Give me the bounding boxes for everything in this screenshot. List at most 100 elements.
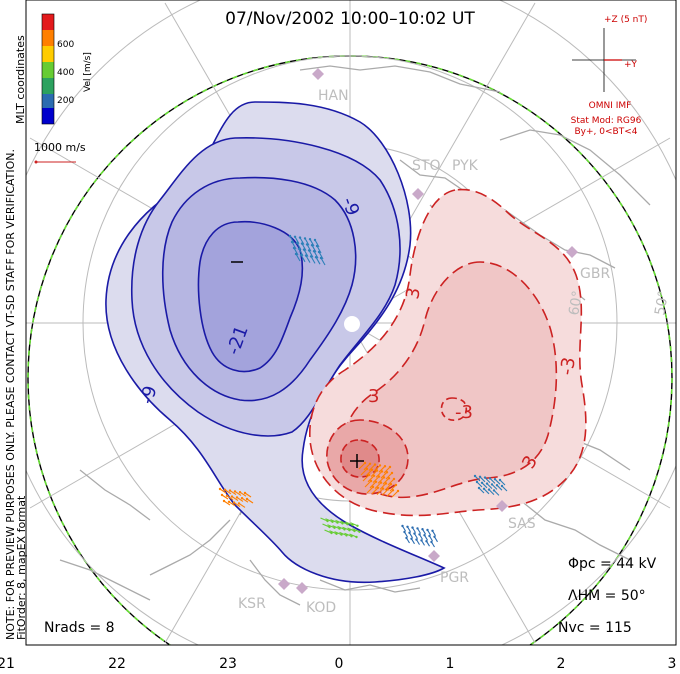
vector-origin [408, 531, 411, 534]
vector-origin [292, 246, 296, 250]
vector-origin [310, 244, 314, 247]
velocity-vector [304, 238, 310, 246]
vector-origin [222, 499, 226, 503]
vector-origin [365, 467, 369, 471]
vector-origin [379, 481, 383, 484]
imf-y-label: +Y [624, 60, 638, 70]
vector-origin [385, 471, 389, 474]
vector-origin [304, 254, 308, 257]
vector-origin [410, 537, 413, 540]
station-label: PYK [452, 158, 479, 174]
vector-origin [314, 256, 318, 259]
velocity-vector [369, 481, 377, 489]
vector-origin [356, 524, 359, 527]
hm-boundary-dash [27, 55, 673, 645]
velocity-vector [231, 496, 239, 502]
velocity-vector [291, 241, 297, 250]
velocity-vector [314, 239, 320, 248]
vector-origin [431, 529, 434, 532]
imf-model: Stat Mod: RG96 [571, 116, 642, 126]
stat-n-vc: Nvc = 115 [558, 620, 632, 636]
mlt-tick-label: 0 [335, 656, 344, 672]
vector-origin [418, 533, 421, 536]
vector-origin [245, 497, 249, 501]
velocity-vector [320, 517, 328, 522]
vector-origin [428, 534, 431, 538]
vector-origin [413, 532, 416, 535]
latitude-label: 50° [652, 289, 672, 316]
vector-origin [374, 480, 378, 483]
velocity-vector [381, 489, 389, 496]
mlt-tick-label: 23 [219, 656, 237, 672]
vector-origin [493, 478, 497, 481]
contour-label: -3 [455, 402, 473, 423]
velocity-vector [322, 523, 330, 528]
velocity-vector [386, 489, 394, 497]
velocity-vector [300, 254, 306, 263]
velocity-vector [370, 470, 378, 477]
velocity-vector [226, 495, 234, 501]
vector-origin [384, 482, 388, 485]
station-label: PGR [440, 570, 469, 586]
vector-origin [376, 486, 380, 489]
velocity-vector [385, 472, 393, 480]
velocity-vector [332, 525, 340, 530]
velocity-vector [366, 486, 374, 494]
velocity-vector [391, 490, 399, 498]
velocity-vector [345, 521, 353, 526]
velocity-vector [368, 464, 376, 471]
vector-origin [492, 489, 496, 492]
colorbar-tick: 400 [57, 68, 74, 78]
vector-origin [478, 475, 482, 478]
vector-origin [290, 240, 294, 244]
velocity-vector [301, 243, 307, 251]
vector-origin [372, 474, 376, 477]
vector-origin [498, 478, 502, 482]
station-label: HAN [318, 88, 349, 104]
velocity-vector [363, 463, 371, 471]
vector-origin [228, 489, 232, 492]
mlt-axis: 21 22 23 0 1 2 3 [0, 656, 676, 672]
vector-origin [477, 486, 481, 490]
pos-contour-small [440, 397, 468, 421]
velocity-vector [294, 236, 300, 245]
vector-origin [371, 485, 375, 489]
vector-origin [295, 241, 299, 244]
vector-origin [401, 524, 404, 528]
vector-origin [430, 540, 433, 544]
velocity-vector [234, 490, 242, 496]
vector-origin [240, 497, 244, 500]
vector-origin [500, 484, 504, 488]
mlt-tick-label: 22 [108, 656, 126, 672]
station-label: KOD [306, 600, 336, 616]
velocity-vector [364, 480, 372, 488]
vector-origin [233, 490, 237, 493]
velocity-vector [305, 255, 311, 263]
mlt-tick-label: 2 [557, 656, 566, 672]
imf-source: OMNI IMF [589, 101, 632, 111]
velocity-vector [329, 530, 337, 535]
stat-lambda-hm: ΛHM = 50° [568, 588, 646, 604]
vector-origin [298, 236, 302, 239]
velocity-vector [223, 500, 231, 506]
vector-origin [405, 536, 408, 540]
velocity-vector [373, 465, 381, 472]
vector-origin [319, 256, 323, 260]
mlt-tick-label: 3 [668, 656, 677, 672]
pole-gap [344, 316, 360, 332]
vector-origin [406, 525, 409, 528]
negative-cell [105, 101, 446, 584]
plot-frame [25, 0, 677, 646]
velocity-vector [384, 483, 392, 491]
velocity-vector [344, 532, 352, 537]
vector-origin [391, 489, 395, 492]
vector-origin [387, 477, 391, 480]
vector-origin [416, 527, 419, 530]
station-label: KSR [238, 596, 266, 612]
vector-origin [355, 535, 358, 539]
imf-condition: By+, 0<BT<4 [575, 127, 638, 137]
velocity-vector [375, 471, 383, 478]
vector-origin [225, 494, 229, 497]
vector-origin [421, 528, 424, 531]
mlt-tick-label: 1 [446, 656, 455, 672]
